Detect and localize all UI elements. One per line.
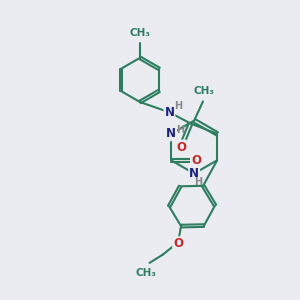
Text: CH₃: CH₃ bbox=[194, 86, 215, 96]
Text: O: O bbox=[173, 237, 183, 250]
Text: O: O bbox=[191, 154, 201, 167]
Text: CH₃: CH₃ bbox=[130, 28, 151, 38]
Text: H: H bbox=[194, 177, 202, 188]
Text: N: N bbox=[164, 106, 174, 119]
Text: H: H bbox=[174, 101, 182, 111]
Text: CH₃: CH₃ bbox=[136, 268, 157, 278]
Text: N: N bbox=[166, 127, 176, 140]
Text: O: O bbox=[176, 141, 186, 154]
Text: H: H bbox=[177, 125, 185, 135]
Text: N: N bbox=[189, 167, 199, 180]
